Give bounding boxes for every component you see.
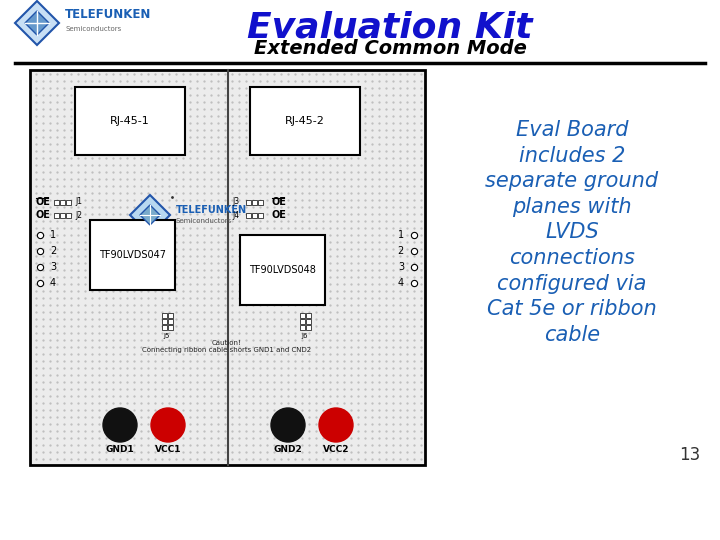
Text: TELEFUNKEN: TELEFUNKEN xyxy=(176,205,247,215)
Bar xyxy=(168,319,173,324)
Text: TELEFUNKEN: TELEFUNKEN xyxy=(65,9,151,22)
Text: J3: J3 xyxy=(232,198,239,206)
Polygon shape xyxy=(130,195,170,235)
Bar xyxy=(54,213,59,218)
Bar xyxy=(60,213,65,218)
Polygon shape xyxy=(140,205,160,225)
Bar xyxy=(30,70,425,465)
Bar xyxy=(300,319,305,324)
Text: OE: OE xyxy=(36,197,51,207)
Polygon shape xyxy=(25,11,49,35)
Text: RJ-45-1: RJ-45-1 xyxy=(110,116,150,126)
Bar xyxy=(75,87,185,155)
Text: GND1: GND1 xyxy=(106,445,135,454)
Text: OE: OE xyxy=(36,210,51,220)
Bar xyxy=(252,199,257,205)
Text: 3: 3 xyxy=(50,262,56,272)
Text: Semiconductors: Semiconductors xyxy=(65,26,121,32)
Bar xyxy=(300,313,305,318)
Bar xyxy=(162,319,167,324)
Bar xyxy=(240,235,325,305)
Text: OE: OE xyxy=(272,197,287,207)
Text: VCC1: VCC1 xyxy=(155,445,181,454)
Text: 1: 1 xyxy=(398,230,404,240)
Bar xyxy=(162,325,167,330)
Text: J4: J4 xyxy=(232,211,239,219)
Text: J2: J2 xyxy=(75,211,82,219)
Text: 2: 2 xyxy=(397,246,404,256)
Text: J6: J6 xyxy=(302,333,308,339)
Bar xyxy=(300,325,305,330)
Polygon shape xyxy=(15,1,59,45)
Text: Extended Common Mode: Extended Common Mode xyxy=(253,39,526,58)
Bar xyxy=(66,199,71,205)
Text: 4: 4 xyxy=(50,278,56,288)
Bar xyxy=(306,325,311,330)
Text: Eval Board
includes 2
separate ground
planes with
LVDS
connections
configured vi: Eval Board includes 2 separate ground pl… xyxy=(485,120,659,345)
Text: Evaluation Kit: Evaluation Kit xyxy=(247,11,533,45)
Bar xyxy=(60,199,65,205)
Text: RJ-45-2: RJ-45-2 xyxy=(285,116,325,126)
Text: TF90LVDS047: TF90LVDS047 xyxy=(99,250,166,260)
Text: GND2: GND2 xyxy=(274,445,302,454)
Bar xyxy=(246,213,251,218)
Text: J1: J1 xyxy=(75,198,82,206)
Bar xyxy=(252,213,257,218)
Bar xyxy=(306,313,311,318)
Text: J5: J5 xyxy=(164,333,170,339)
Bar xyxy=(54,199,59,205)
Text: 13: 13 xyxy=(679,446,700,464)
Text: Caution!
Connecting ribbon cable shorts GND1 and CND2: Caution! Connecting ribbon cable shorts … xyxy=(143,340,312,353)
Bar xyxy=(258,213,263,218)
Bar xyxy=(162,313,167,318)
Text: Semiconductors: Semiconductors xyxy=(176,218,233,224)
Circle shape xyxy=(319,408,353,442)
Bar xyxy=(168,313,173,318)
Bar xyxy=(90,220,175,290)
Text: VCC2: VCC2 xyxy=(323,445,349,454)
Text: 3: 3 xyxy=(398,262,404,272)
Text: OE: OE xyxy=(272,210,287,220)
Bar xyxy=(258,199,263,205)
Text: 4: 4 xyxy=(398,278,404,288)
Bar xyxy=(66,213,71,218)
Bar xyxy=(168,325,173,330)
Circle shape xyxy=(271,408,305,442)
Text: 2: 2 xyxy=(50,246,56,256)
Bar xyxy=(306,319,311,324)
Text: 1: 1 xyxy=(50,230,56,240)
Circle shape xyxy=(103,408,137,442)
Circle shape xyxy=(151,408,185,442)
Bar xyxy=(250,87,360,155)
Bar xyxy=(246,199,251,205)
Text: TF90LVDS048: TF90LVDS048 xyxy=(249,265,316,275)
